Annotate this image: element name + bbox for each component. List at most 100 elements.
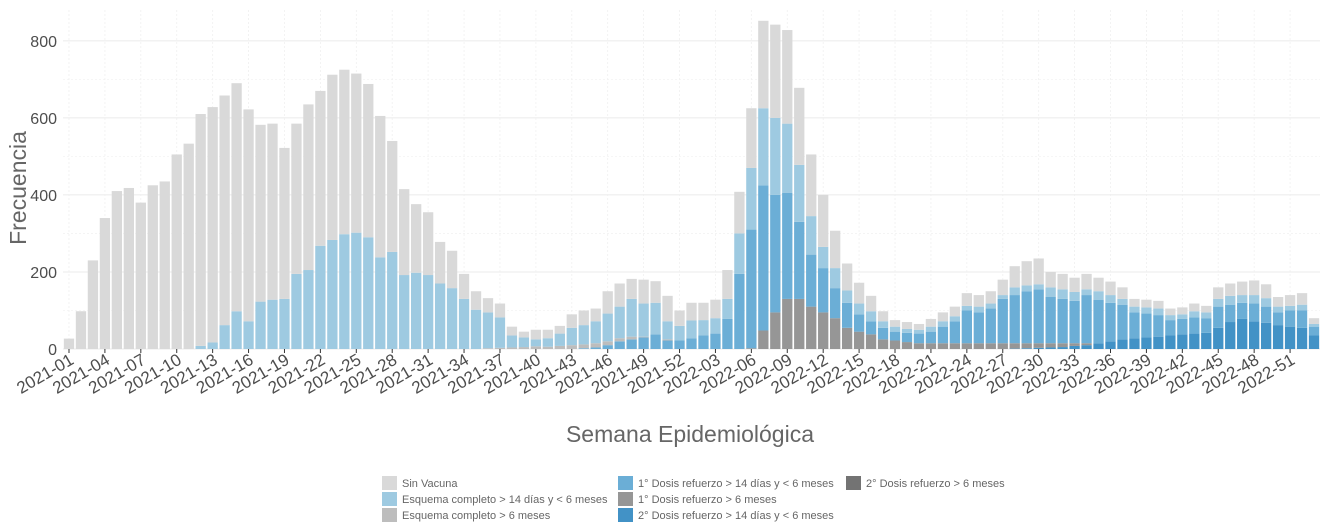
bar-segment bbox=[590, 321, 601, 344]
bar-segment bbox=[734, 273, 745, 349]
bar-stack-2022-20 bbox=[913, 323, 925, 349]
bar-stack-2021-18 bbox=[267, 123, 278, 349]
bar-segment bbox=[997, 295, 1008, 299]
bar-segment bbox=[1093, 343, 1104, 349]
bar-segment bbox=[530, 339, 542, 347]
bar-stack-2022-29 bbox=[1021, 261, 1032, 349]
bar-segment bbox=[1069, 300, 1080, 344]
bar-segment bbox=[686, 302, 697, 321]
bar-segment bbox=[1237, 302, 1248, 319]
bar-segment bbox=[770, 194, 781, 313]
bar-segment bbox=[255, 301, 266, 349]
bar-segment bbox=[949, 343, 961, 349]
bar-stack-2021-02 bbox=[75, 311, 87, 349]
bar-stack-2021-39 bbox=[518, 331, 530, 349]
bar-stack-2022-07 bbox=[758, 20, 769, 349]
bar-segment bbox=[758, 185, 769, 331]
bar-stack-2022-10 bbox=[794, 87, 805, 349]
bar-segment bbox=[937, 326, 949, 344]
bar-segment bbox=[1213, 327, 1224, 349]
bar-segment bbox=[985, 343, 996, 349]
bar-segment bbox=[279, 298, 290, 349]
bar-stack-2021-14 bbox=[219, 95, 230, 349]
bar-segment bbox=[758, 330, 769, 349]
bar-segment bbox=[853, 331, 865, 349]
bar-segment bbox=[1201, 332, 1212, 349]
bar-segment bbox=[506, 326, 518, 336]
bar-segment bbox=[1296, 310, 1308, 328]
bar-segment bbox=[494, 317, 506, 348]
bar-segment bbox=[961, 305, 972, 311]
bar-stack-2021-52 bbox=[674, 310, 685, 349]
bar-stack-2022-17 bbox=[877, 311, 889, 349]
bar-segment bbox=[782, 30, 793, 124]
bar-stack-2021-49 bbox=[638, 279, 649, 349]
bar-segment bbox=[1033, 258, 1044, 285]
bar-segment bbox=[1081, 343, 1092, 346]
bar-segment bbox=[830, 318, 841, 349]
bar-segment bbox=[1225, 322, 1236, 349]
bar-stack-2022-44 bbox=[1201, 305, 1212, 349]
bar-segment bbox=[1201, 312, 1212, 319]
bar-segment bbox=[985, 291, 996, 304]
bar-segment bbox=[746, 229, 757, 349]
bar-segment bbox=[1296, 304, 1308, 311]
bar-stack-2021-38 bbox=[506, 326, 518, 349]
bar-segment bbox=[399, 189, 410, 276]
bar-segment bbox=[602, 313, 613, 342]
y-tick-label: 600 bbox=[30, 111, 57, 128]
bar-segment bbox=[506, 347, 518, 349]
bar-segment bbox=[1177, 314, 1188, 319]
bar-segment bbox=[1213, 306, 1224, 328]
bar-segment bbox=[830, 268, 841, 289]
bar-segment bbox=[1081, 289, 1092, 296]
x-axis-title: Semana Epidemiológica bbox=[566, 421, 814, 447]
bar-segment bbox=[171, 154, 182, 349]
bar-segment bbox=[638, 336, 649, 338]
bar-segment bbox=[411, 272, 422, 349]
bar-segment bbox=[638, 303, 649, 337]
bar-segment bbox=[638, 337, 649, 349]
bar-segment bbox=[794, 87, 805, 165]
bar-segment bbox=[973, 343, 984, 349]
bar-segment bbox=[865, 321, 877, 335]
bar-stack-2022-18 bbox=[889, 320, 901, 349]
bar-segment bbox=[602, 345, 613, 349]
bar-segment bbox=[997, 279, 1008, 296]
bar-stack-2022-41 bbox=[1165, 308, 1176, 349]
bar-segment bbox=[1272, 306, 1284, 313]
bar-segment bbox=[1033, 347, 1044, 349]
bar-segment bbox=[446, 288, 458, 349]
bar-segment bbox=[770, 117, 781, 195]
bar-segment bbox=[590, 308, 601, 322]
bar-segment bbox=[985, 303, 996, 309]
bar-segment bbox=[853, 303, 865, 315]
bar-stack-2022-35 bbox=[1093, 277, 1104, 349]
bar-segment bbox=[626, 336, 637, 340]
bar-segment bbox=[746, 348, 757, 349]
bar-segment bbox=[243, 109, 254, 322]
bar-stack-2022-43 bbox=[1189, 303, 1200, 349]
bar-segment bbox=[1081, 273, 1092, 290]
bar-segment bbox=[1213, 287, 1224, 299]
bar-stack-2021-44 bbox=[578, 310, 589, 349]
bar-stack-2021-22 bbox=[315, 90, 326, 349]
y-tick-label: 200 bbox=[30, 265, 57, 282]
bar-segment bbox=[913, 333, 925, 344]
bar-segment bbox=[925, 318, 937, 327]
bar-stack-2022-47 bbox=[1237, 281, 1248, 349]
bar-stack-2022-02 bbox=[698, 302, 709, 349]
bar-stack-2022-15 bbox=[853, 282, 865, 349]
legend-item: 1° Dosis refuerzo > 14 días y < 6 meses bbox=[618, 476, 834, 490]
bar-segment bbox=[1093, 291, 1104, 300]
bar-segment bbox=[1093, 299, 1104, 344]
bar-segment bbox=[1021, 348, 1032, 349]
bar-stack-2021-23 bbox=[327, 74, 338, 349]
bar-segment bbox=[758, 20, 769, 109]
bar-stack-2022-31 bbox=[1045, 271, 1056, 349]
bar-stack-2022-48 bbox=[1249, 280, 1260, 349]
bar-segment bbox=[650, 334, 661, 349]
bar-stack-2022-14 bbox=[841, 263, 853, 349]
bar-segment bbox=[470, 309, 482, 349]
bar-segment bbox=[75, 311, 87, 349]
